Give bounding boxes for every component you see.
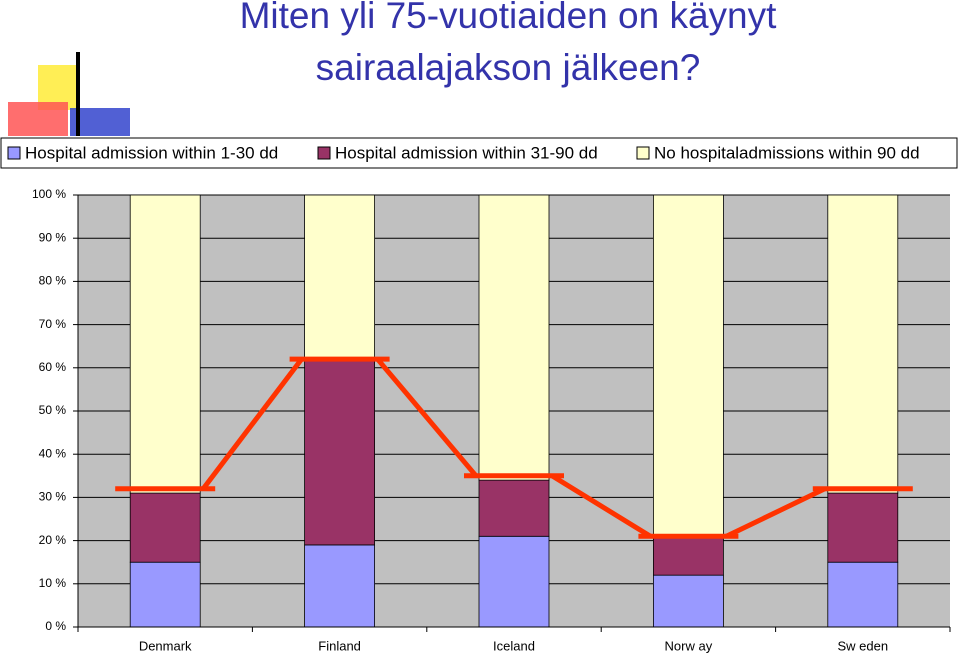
y-tick-label: 0 % [45, 619, 66, 633]
y-tick-label: 10 % [39, 576, 67, 590]
line-connector [725, 486, 826, 539]
x-tick-label: Finland [318, 638, 361, 653]
bar-segment [304, 544, 376, 628]
chart-title: Miten yli 75-vuotiaiden on käynyt [240, 0, 778, 36]
x-tick-label: Iceland [493, 638, 535, 653]
y-tick-label: 70 % [39, 317, 67, 331]
legend-swatch [7, 146, 21, 160]
y-tick-label: 60 % [39, 360, 67, 374]
legend-swatch [636, 146, 650, 160]
bar-segment [827, 194, 899, 494]
y-tick-label: 20 % [39, 533, 67, 547]
bar-segment [304, 194, 376, 360]
bar-segment [478, 479, 550, 537]
decoration [8, 102, 68, 136]
x-tick-label: Sw eden [838, 638, 889, 653]
legend-swatch [317, 146, 331, 160]
bar-segment [653, 574, 724, 628]
y-tick-label: 100 % [32, 187, 66, 201]
bar-segment [653, 535, 724, 576]
legend-label: Hospital admission within 1-30 dd [25, 143, 278, 162]
bar-segment [129, 492, 201, 563]
bar-segment [827, 492, 899, 563]
chart-title: sairaalajakson jälkeen? [316, 47, 701, 88]
y-tick-label: 30 % [39, 490, 67, 504]
bar-segment [653, 194, 724, 537]
x-tick-label: Denmark [139, 638, 192, 653]
y-tick-label: 50 % [39, 403, 67, 417]
legend-label: No hospitaladmissions within 90 dd [654, 143, 920, 162]
line-connector [375, 357, 478, 478]
line-connector [201, 357, 304, 491]
bar-segment [129, 561, 201, 628]
legend [0, 137, 958, 169]
bar-segment [304, 358, 376, 546]
legend-label: Hospital admission within 31-90 dd [335, 143, 598, 162]
bar-segment [129, 194, 201, 494]
bar-segment [827, 561, 899, 628]
y-tick-label: 40 % [39, 446, 67, 460]
y-tick-label: 90 % [39, 230, 67, 244]
x-tick-label: Norw ay [665, 638, 713, 653]
y-tick-label: 80 % [39, 274, 67, 288]
bar-segment [478, 194, 550, 481]
bar-segment [478, 535, 550, 628]
line-connector [550, 473, 652, 539]
